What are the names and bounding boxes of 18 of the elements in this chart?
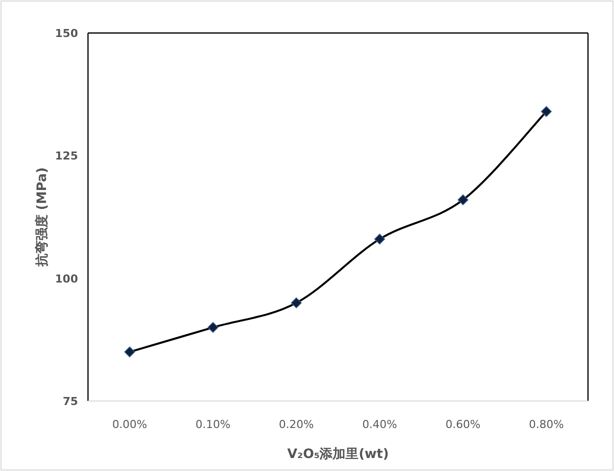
y-tick-label: 100: [55, 272, 78, 286]
point: [208, 322, 218, 333]
point: [540, 106, 552, 117]
x-tick-label: 0.00%: [112, 418, 148, 431]
y-axis-title: 抗弯强度 (MPa): [34, 167, 50, 268]
y-tick-label: 125: [55, 150, 78, 163]
y-tick-label: 150: [55, 27, 78, 40]
x-tick-label: 0.20%: [278, 418, 314, 431]
point: [124, 346, 136, 358]
x-tick-label: 0.80%: [528, 418, 564, 431]
point: [290, 297, 302, 308]
x-axis-title: V₂O₅添加里(wt): [287, 447, 389, 462]
point: [458, 194, 468, 206]
x-tick-label: 0.10%: [196, 418, 230, 431]
point: [374, 234, 386, 244]
y-tick-label: 75: [62, 395, 78, 408]
x-tick-label: 0.40%: [362, 418, 398, 431]
x-tick-label: 0.60%: [446, 418, 480, 431]
